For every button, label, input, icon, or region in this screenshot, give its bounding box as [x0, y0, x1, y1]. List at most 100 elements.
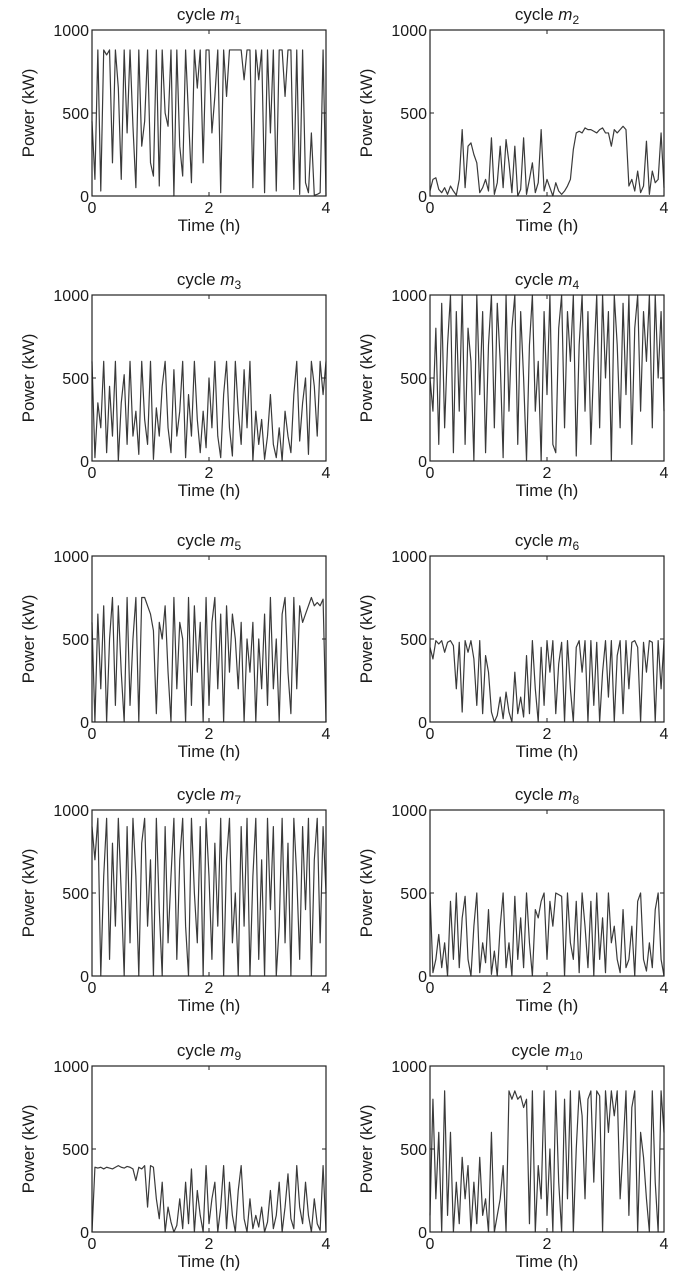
y-tick-label: 500 [62, 886, 89, 903]
y-tick-label: 500 [400, 632, 427, 649]
y-tick-label: 0 [80, 1225, 89, 1242]
chart-title-symbol: m [220, 5, 234, 24]
chart-title-subscript: 9 [234, 1049, 241, 1063]
y-tick-label: 0 [80, 715, 89, 732]
subplot-3: cycle m3 0 2 4 0 500 1000 Time (h) Power (kW) [19, 270, 331, 500]
x-tick-label: 2 [205, 465, 214, 482]
y-axis-label: Power (kW) [357, 849, 376, 938]
chart-title-symbol: m [220, 1041, 234, 1060]
x-tick-label: 4 [322, 465, 331, 482]
chart-title-symbol: m [558, 270, 572, 289]
y-tick-label: 1000 [391, 1059, 427, 1076]
y-axis-label: Power (kW) [19, 69, 38, 158]
y-tick-label: 500 [62, 106, 89, 123]
x-tick-label: 0 [426, 980, 435, 997]
x-tick-label: 0 [426, 726, 435, 743]
chart-title-symbol: m [220, 531, 234, 550]
chart-title-subscript: 1 [234, 13, 241, 27]
y-axis-label: Power (kW) [357, 1105, 376, 1194]
subplot-10: cycle m10 0 2 4 0 500 1000 Time (h) Power (kW) [357, 1041, 669, 1271]
x-tick-label: 2 [543, 726, 552, 743]
chart-title-text: cycle [177, 5, 220, 24]
x-tick-label: 2 [543, 200, 552, 217]
chart-title-symbol: m [220, 785, 234, 804]
x-axis-label: Time (h) [516, 1252, 579, 1271]
y-tick-label: 1000 [391, 549, 427, 566]
y-tick-label: 0 [418, 454, 427, 471]
x-tick-label: 4 [660, 1236, 669, 1253]
series-line [91, 360, 327, 462]
y-tick-label: 0 [80, 454, 89, 471]
x-axis-label: Time (h) [516, 742, 579, 761]
y-tick-label: 0 [418, 189, 427, 206]
chart-title-symbol: m [558, 785, 572, 804]
y-tick-label: 0 [80, 189, 89, 206]
y-axis-label: Power (kW) [357, 69, 376, 158]
x-axis-label: Time (h) [516, 481, 579, 500]
series-line [91, 1164, 327, 1233]
subplot-5: cycle m5 0 2 4 0 500 1000 Time (h) Power (kW) [19, 531, 331, 761]
y-axis-label: Power (kW) [19, 334, 38, 423]
chart-title: cycle m9 [177, 1041, 242, 1063]
y-tick-label: 1000 [53, 803, 89, 820]
chart-title: cycle m6 [515, 531, 580, 553]
y-axis-label: Power (kW) [357, 595, 376, 684]
y-tick-label: 0 [418, 715, 427, 732]
x-tick-label: 4 [322, 726, 331, 743]
chart-title: cycle m10 [512, 1041, 583, 1063]
chart-title-subscript: 3 [234, 278, 241, 292]
x-tick-label: 0 [88, 1236, 97, 1253]
y-tick-label: 500 [400, 1142, 427, 1159]
y-tick-label: 1000 [53, 549, 89, 566]
subplot-8: cycle m8 0 2 4 0 500 1000 Time (h) Power (kW) [357, 785, 669, 1015]
y-axis-label: Power (kW) [19, 595, 38, 684]
x-tick-label: 2 [205, 1236, 214, 1253]
axes-frame [91, 1065, 327, 1233]
series-line [91, 49, 327, 197]
subplot-1: cycle m1 0 2 4 0 500 1000 Time (h) Power (kW) [19, 5, 331, 235]
chart-title-symbol: m [558, 531, 572, 550]
series-line [429, 125, 665, 197]
series-line [429, 294, 665, 462]
chart-title-text: cycle [177, 270, 220, 289]
chart-title-symbol: m [555, 1041, 569, 1060]
y-tick-label: 1000 [391, 288, 427, 305]
subplot-6: cycle m6 0 2 4 0 500 1000 Time (h) Power (kW) [357, 531, 669, 761]
y-tick-label: 500 [400, 886, 427, 903]
chart-title-subscript: 7 [234, 793, 241, 807]
x-tick-label: 4 [322, 980, 331, 997]
chart-title: cycle m2 [515, 5, 580, 27]
chart-title: cycle m4 [515, 270, 580, 292]
chart-title-text: cycle [512, 1041, 555, 1060]
chart-title: cycle m1 [177, 5, 242, 27]
subplot-7: cycle m7 0 2 4 0 500 1000 Time (h) Power (kW) [19, 785, 331, 1015]
series-line [91, 817, 327, 977]
x-axis-label: Time (h) [178, 742, 241, 761]
chart-title-subscript: 6 [572, 539, 579, 553]
y-tick-label: 500 [400, 371, 427, 388]
x-tick-label: 0 [88, 980, 97, 997]
y-tick-label: 1000 [53, 23, 89, 40]
chart-title: cycle m3 [177, 270, 242, 292]
x-tick-label: 0 [88, 726, 97, 743]
series-line [429, 1090, 665, 1233]
chart-title-subscript: 4 [572, 278, 579, 292]
chart-title: cycle m5 [177, 531, 242, 553]
chart-title: cycle m7 [177, 785, 242, 807]
axes-frame [429, 29, 665, 197]
y-axis-label: Power (kW) [19, 849, 38, 938]
x-tick-label: 4 [322, 200, 331, 217]
x-tick-label: 0 [426, 1236, 435, 1253]
x-tick-label: 2 [543, 1236, 552, 1253]
axes-frame [429, 555, 665, 723]
chart-title: cycle m8 [515, 785, 580, 807]
x-axis-label: Time (h) [178, 481, 241, 500]
x-tick-label: 0 [426, 465, 435, 482]
x-tick-label: 4 [322, 1236, 331, 1253]
chart-title-symbol: m [220, 270, 234, 289]
chart-title-subscript: 8 [572, 793, 579, 807]
